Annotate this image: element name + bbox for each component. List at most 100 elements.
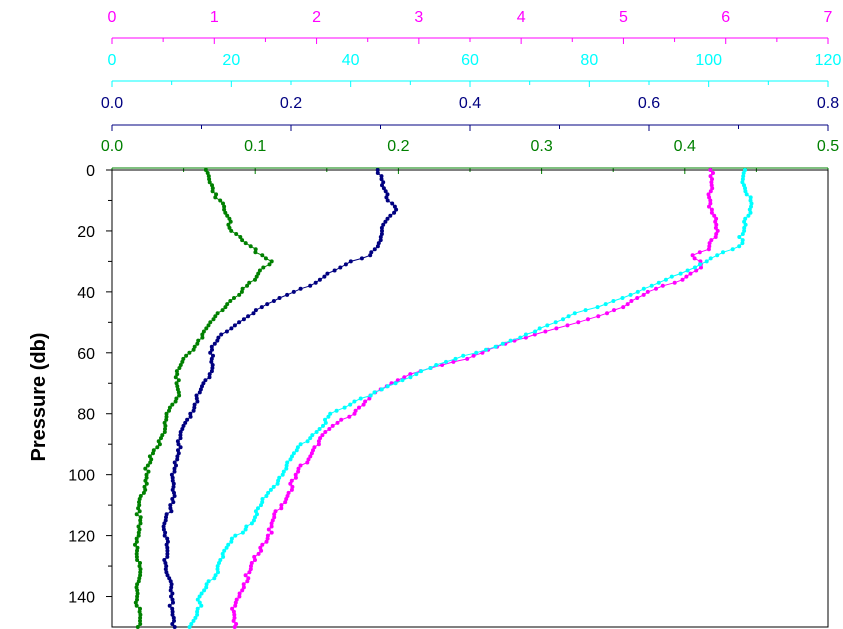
data-point-magenta [707, 195, 712, 200]
data-point-magenta [233, 600, 238, 605]
data-point-green [142, 484, 147, 489]
data-point-magenta [265, 536, 270, 541]
data-point-green [211, 317, 216, 322]
data-point-cyan [372, 390, 377, 395]
data-point-green [170, 402, 175, 407]
data-point-magenta [243, 573, 248, 578]
data-point-green [210, 183, 214, 188]
data-point-cyan [323, 417, 327, 422]
data-point-cyan [743, 222, 748, 227]
data-point-navy [192, 405, 197, 410]
data-point-green [263, 256, 268, 261]
data-point-cyan [453, 356, 458, 361]
data-point-green [134, 536, 139, 541]
data-point-green [207, 180, 212, 185]
data-point-magenta [440, 363, 445, 367]
data-point-green [175, 384, 180, 389]
data-point-cyan [221, 554, 226, 559]
data-point-green [218, 198, 223, 203]
data-point-navy [285, 292, 290, 297]
data-point-green [163, 427, 167, 431]
data-point-cyan [368, 393, 373, 398]
series-line-magenta [231, 169, 719, 628]
data-point-cyan [321, 423, 325, 428]
data-point-magenta [347, 414, 352, 419]
data-point-navy [201, 381, 206, 386]
data-point-navy [167, 603, 172, 608]
data-point-cyan [400, 378, 405, 383]
data-point-cyan [678, 271, 683, 276]
y-tick-label: 60 [77, 346, 95, 363]
data-point-cyan [742, 183, 746, 188]
data-point-cyan [334, 408, 339, 413]
data-point-green [256, 271, 261, 276]
data-point-navy [241, 317, 246, 322]
data-point-magenta [710, 186, 715, 191]
data-point-navy [325, 271, 330, 276]
data-point-green [225, 302, 230, 307]
data-point-green [176, 378, 181, 383]
data-point-green [175, 372, 180, 377]
data-point-green [201, 329, 206, 334]
data-point-navy [246, 314, 251, 319]
data-point-green [223, 210, 228, 215]
data-point-cyan [305, 439, 310, 444]
data-point-cyan [741, 174, 746, 179]
data-point-green [134, 554, 139, 559]
data-point-navy [194, 396, 199, 401]
data-point-green [143, 478, 148, 483]
data-point-magenta [706, 192, 711, 197]
data-point-magenta [335, 420, 340, 425]
data-point-cyan [743, 189, 748, 194]
x-tick-label-green: 0.0 [101, 138, 123, 155]
data-point-cyan [326, 414, 331, 419]
data-point-navy [229, 326, 234, 331]
data-point-cyan [698, 262, 702, 267]
data-point-cyan [244, 524, 249, 529]
data-point-cyan [197, 594, 202, 599]
data-point-magenta [692, 256, 697, 261]
data-point-cyan [220, 551, 225, 556]
data-point-navy [209, 356, 214, 361]
data-point-green [174, 396, 179, 401]
data-point-navy [216, 335, 221, 340]
x-tick-label-navy: 0.8 [817, 95, 839, 112]
y-tick-label: 80 [77, 407, 95, 424]
data-point-green [159, 436, 163, 441]
data-point-navy [165, 548, 170, 553]
data-point-magenta [264, 539, 269, 544]
data-point-magenta [245, 579, 250, 584]
data-point-navy [165, 539, 170, 544]
data-point-cyan [224, 545, 229, 550]
data-point-cyan [266, 490, 271, 495]
data-point-green [137, 497, 142, 501]
data-point-navy [170, 487, 175, 492]
data-point-navy [209, 344, 214, 349]
data-point-cyan [195, 612, 200, 617]
data-point-cyan [474, 350, 479, 355]
data-point-cyan [742, 228, 747, 233]
data-point-navy [219, 332, 224, 337]
data-point-magenta [672, 280, 677, 285]
data-point-cyan [740, 180, 745, 185]
data-point-magenta [710, 177, 714, 182]
data-point-green [173, 375, 178, 380]
data-point-navy [162, 533, 167, 538]
data-point-cyan [737, 244, 742, 249]
data-point-green [147, 454, 152, 459]
data-point-navy [161, 527, 166, 532]
y-axis-label: Pressure (db) [28, 333, 50, 462]
data-point-cyan [656, 280, 661, 285]
data-point-navy [168, 579, 173, 584]
data-point-magenta [290, 484, 295, 489]
data-point-navy [210, 347, 214, 352]
data-point-navy [212, 341, 217, 346]
data-point-magenta [605, 311, 609, 316]
data-point-navy [375, 244, 380, 249]
data-point-green [195, 341, 200, 346]
data-point-magenta [708, 168, 713, 172]
x-tick-label-magenta: 2 [312, 9, 321, 26]
data-point-cyan [342, 405, 347, 410]
data-point-navy [277, 296, 282, 300]
data-point-cyan [741, 171, 746, 175]
